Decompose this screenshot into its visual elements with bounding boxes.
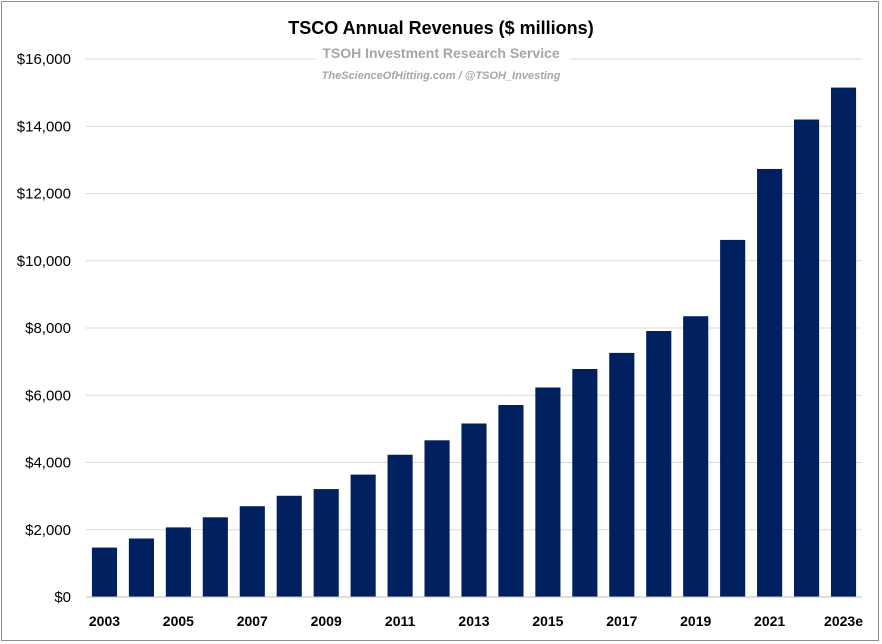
- bar-2007: [239, 506, 265, 597]
- chart-subtitle: TSOH Investment Research Service: [322, 45, 560, 61]
- bar-2018: [646, 331, 672, 597]
- y-tick-label: $10,000: [17, 253, 71, 270]
- bar-2014: [498, 405, 524, 597]
- chart-caption: TheScienceOfHitting.com / @TSOH_Investin…: [322, 70, 561, 82]
- bar-2008: [276, 495, 302, 597]
- bars: [91, 87, 857, 598]
- x-tick-label: 2005: [163, 613, 194, 629]
- x-tick-label: 2003: [89, 613, 120, 629]
- y-tick-label: $2,000: [25, 522, 71, 539]
- subtitle-backdrop: [316, 44, 570, 88]
- y-tick-label: $4,000: [25, 455, 71, 472]
- x-tick-label: 2023e: [824, 613, 863, 629]
- bar-2013: [461, 423, 487, 597]
- x-axis-ticks: 2003 2005 2007 2009 2011 2013 2015 2017 2019 2021…: [89, 613, 863, 629]
- y-tick-label: $12,000: [17, 186, 71, 203]
- y-tick-label: $6,000: [25, 387, 71, 404]
- x-tick-label: 2015: [532, 613, 563, 629]
- x-tick-label: 2007: [237, 613, 268, 629]
- y-tick-label: $14,000: [17, 118, 71, 135]
- chart-title: TSCO Annual Revenues ($ millions): [288, 18, 593, 38]
- bar-2017: [609, 352, 635, 597]
- x-tick-label: 2009: [311, 613, 342, 629]
- bar-2009: [313, 489, 339, 597]
- bar-2010: [350, 474, 376, 597]
- bar-2004: [128, 538, 154, 597]
- bar-2003: [91, 547, 118, 597]
- y-tick-label: $16,000: [17, 51, 71, 68]
- x-tick-label: 2019: [680, 613, 711, 629]
- bar-2012: [424, 440, 450, 597]
- y-tick-label: $0: [54, 589, 71, 606]
- bar-2005: [165, 527, 191, 597]
- x-tick-label: 2021: [754, 613, 785, 629]
- x-tick-label: 2011: [385, 613, 416, 629]
- bar-2023e: [830, 87, 857, 598]
- y-tick-label: $8,000: [25, 320, 71, 337]
- bar-2011: [387, 454, 413, 597]
- bar-2022: [794, 119, 820, 598]
- bar-2015: [535, 387, 561, 597]
- bar-2019: [683, 316, 709, 597]
- bar-2021: [757, 168, 783, 598]
- x-tick-label: 2013: [458, 613, 489, 629]
- y-axis-ticks: $0 $2,000 $4,000 $6,000 $8,000 $10,000 $12,000…: [17, 51, 71, 606]
- bar-2020: [720, 239, 746, 597]
- x-tick-label: 2017: [606, 613, 637, 629]
- bar-2016: [572, 369, 598, 597]
- bar-2006: [202, 517, 228, 597]
